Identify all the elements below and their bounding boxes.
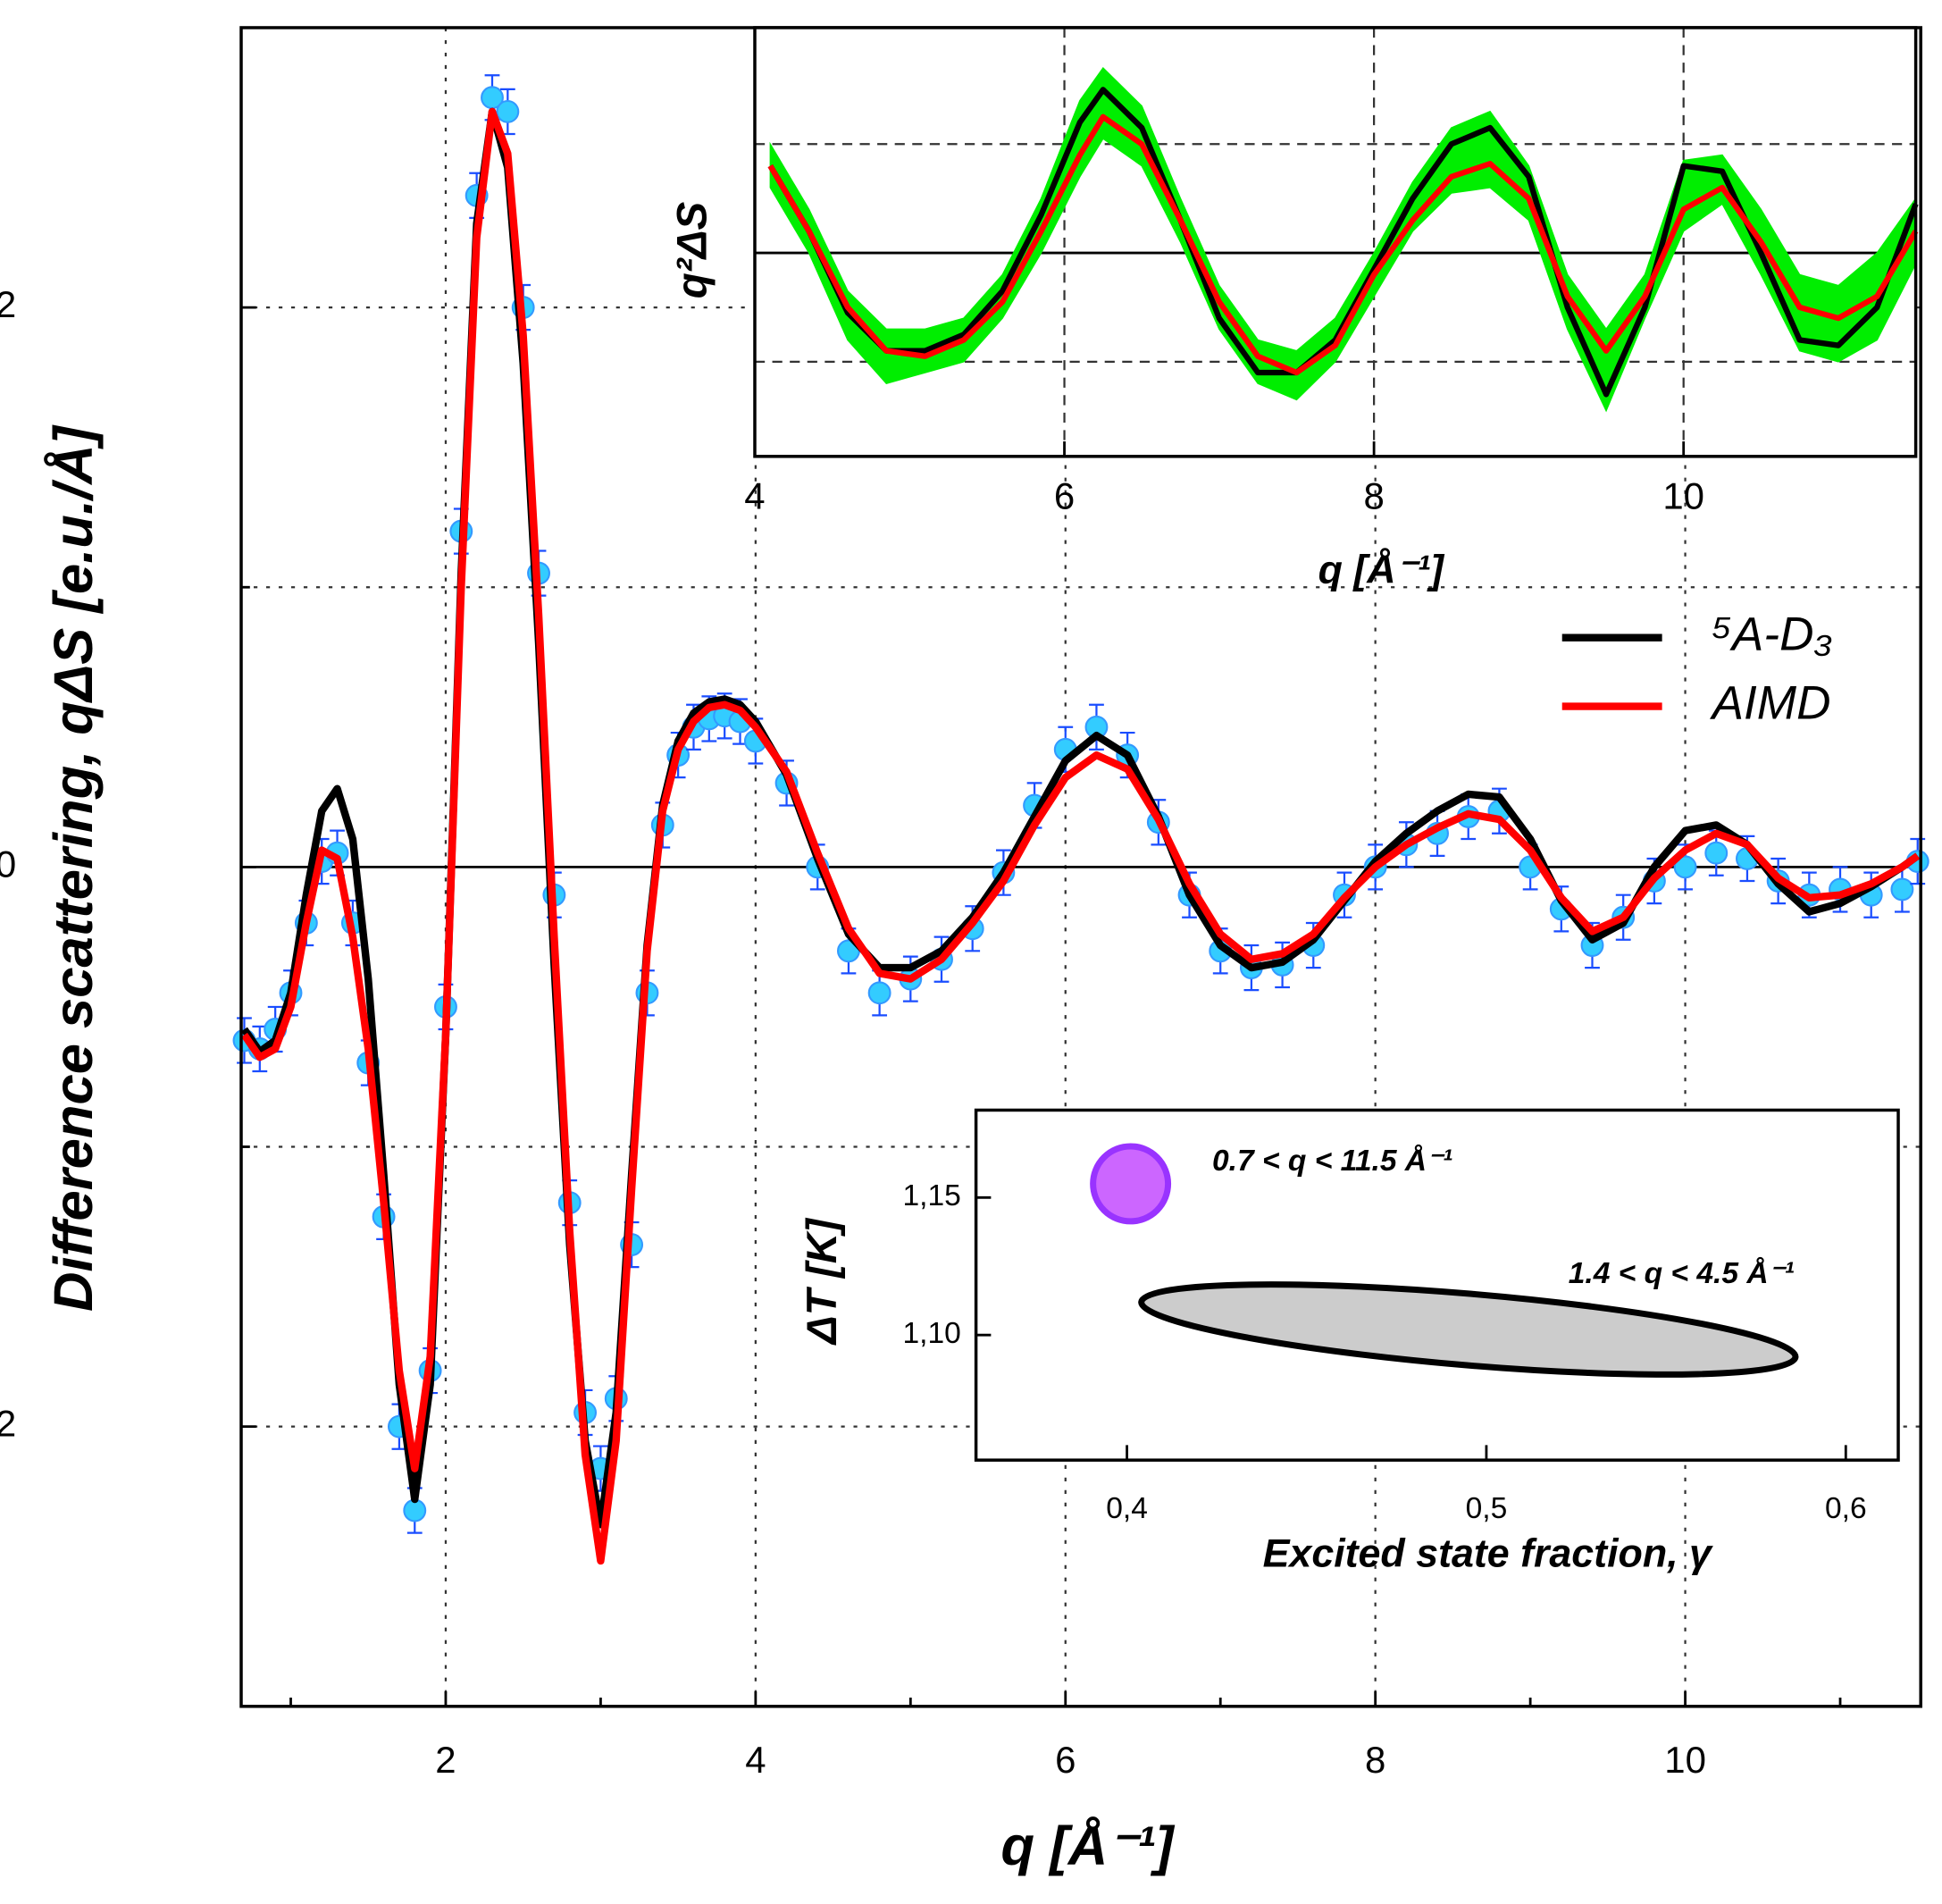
- x-tick-label: 2: [435, 1739, 456, 1781]
- axes-frame: [753, 26, 1918, 458]
- annotation: 1.4 < q < 4.5 Å⁻¹: [1569, 1256, 1795, 1290]
- panel-background: [754, 27, 1916, 457]
- x-axis-label: Excited state fraction, γ: [1263, 1531, 1713, 1576]
- data-point: [496, 99, 520, 123]
- curve: [767, 113, 1919, 376]
- data-point: [1890, 877, 1914, 902]
- x-tick-label: 4: [745, 1739, 766, 1781]
- y-axis-label: Difference scattering, qΔS [e.u./Å]: [43, 424, 105, 1311]
- data-point: [403, 1498, 427, 1522]
- x-tick-label: 10: [1664, 1739, 1706, 1781]
- chart-panel: 4 6 8 10 q [Å⁻¹] q²ΔS: [668, 26, 1919, 592]
- x-tick-label: 0,4: [1106, 1492, 1148, 1525]
- y-axis-label: q²ΔS: [668, 201, 716, 298]
- y-tick-label: -0.2: [0, 1403, 16, 1445]
- x-tick-label: 8: [1363, 474, 1384, 516]
- chart-panel: 0,4 0,5 0,6 1,10 1,15 Excited state fraction,…: [799, 1108, 1900, 1576]
- confidence-region: [1138, 1281, 1799, 1378]
- legend-label: AIMD: [1710, 677, 1831, 730]
- data-point: [867, 981, 891, 1005]
- y-tick-label: 1,15: [902, 1179, 960, 1212]
- y-tick-label: 0.2: [0, 283, 16, 325]
- x-axis-label: q [Å⁻¹]: [1001, 1816, 1176, 1877]
- x-tick-label: 4: [744, 474, 765, 516]
- y-tick-label: 0.0: [0, 843, 16, 885]
- y-axis-label: ΔT [K]: [799, 1217, 846, 1346]
- x-tick-label: 6: [1055, 1739, 1076, 1781]
- annotation: 0.7 < q < 11.5 Å⁻¹: [1212, 1144, 1452, 1178]
- x-tick-label: 10: [1662, 474, 1704, 516]
- data-point: [1704, 841, 1729, 865]
- data-point: [1090, 1143, 1172, 1225]
- x-tick-label: 0,5: [1466, 1492, 1508, 1525]
- axes-frame: [974, 1108, 1900, 1462]
- x-tick-label: 0,6: [1825, 1492, 1867, 1525]
- curve: [241, 107, 1921, 1565]
- chart-panel: 2 4 6 8 10 -0.2 0.0 0.2 q [Å⁻¹] Difference scatte…: [0, 26, 1929, 1877]
- y-tick-label: 1,10: [902, 1317, 960, 1350]
- x-tick-label: 8: [1365, 1739, 1385, 1781]
- legend-label: ⁵A-D₃: [1712, 608, 1833, 661]
- data-point: [1673, 855, 1697, 879]
- x-axis-label: q [Å⁻¹]: [1318, 548, 1446, 592]
- x-tick-label: 6: [1054, 474, 1075, 516]
